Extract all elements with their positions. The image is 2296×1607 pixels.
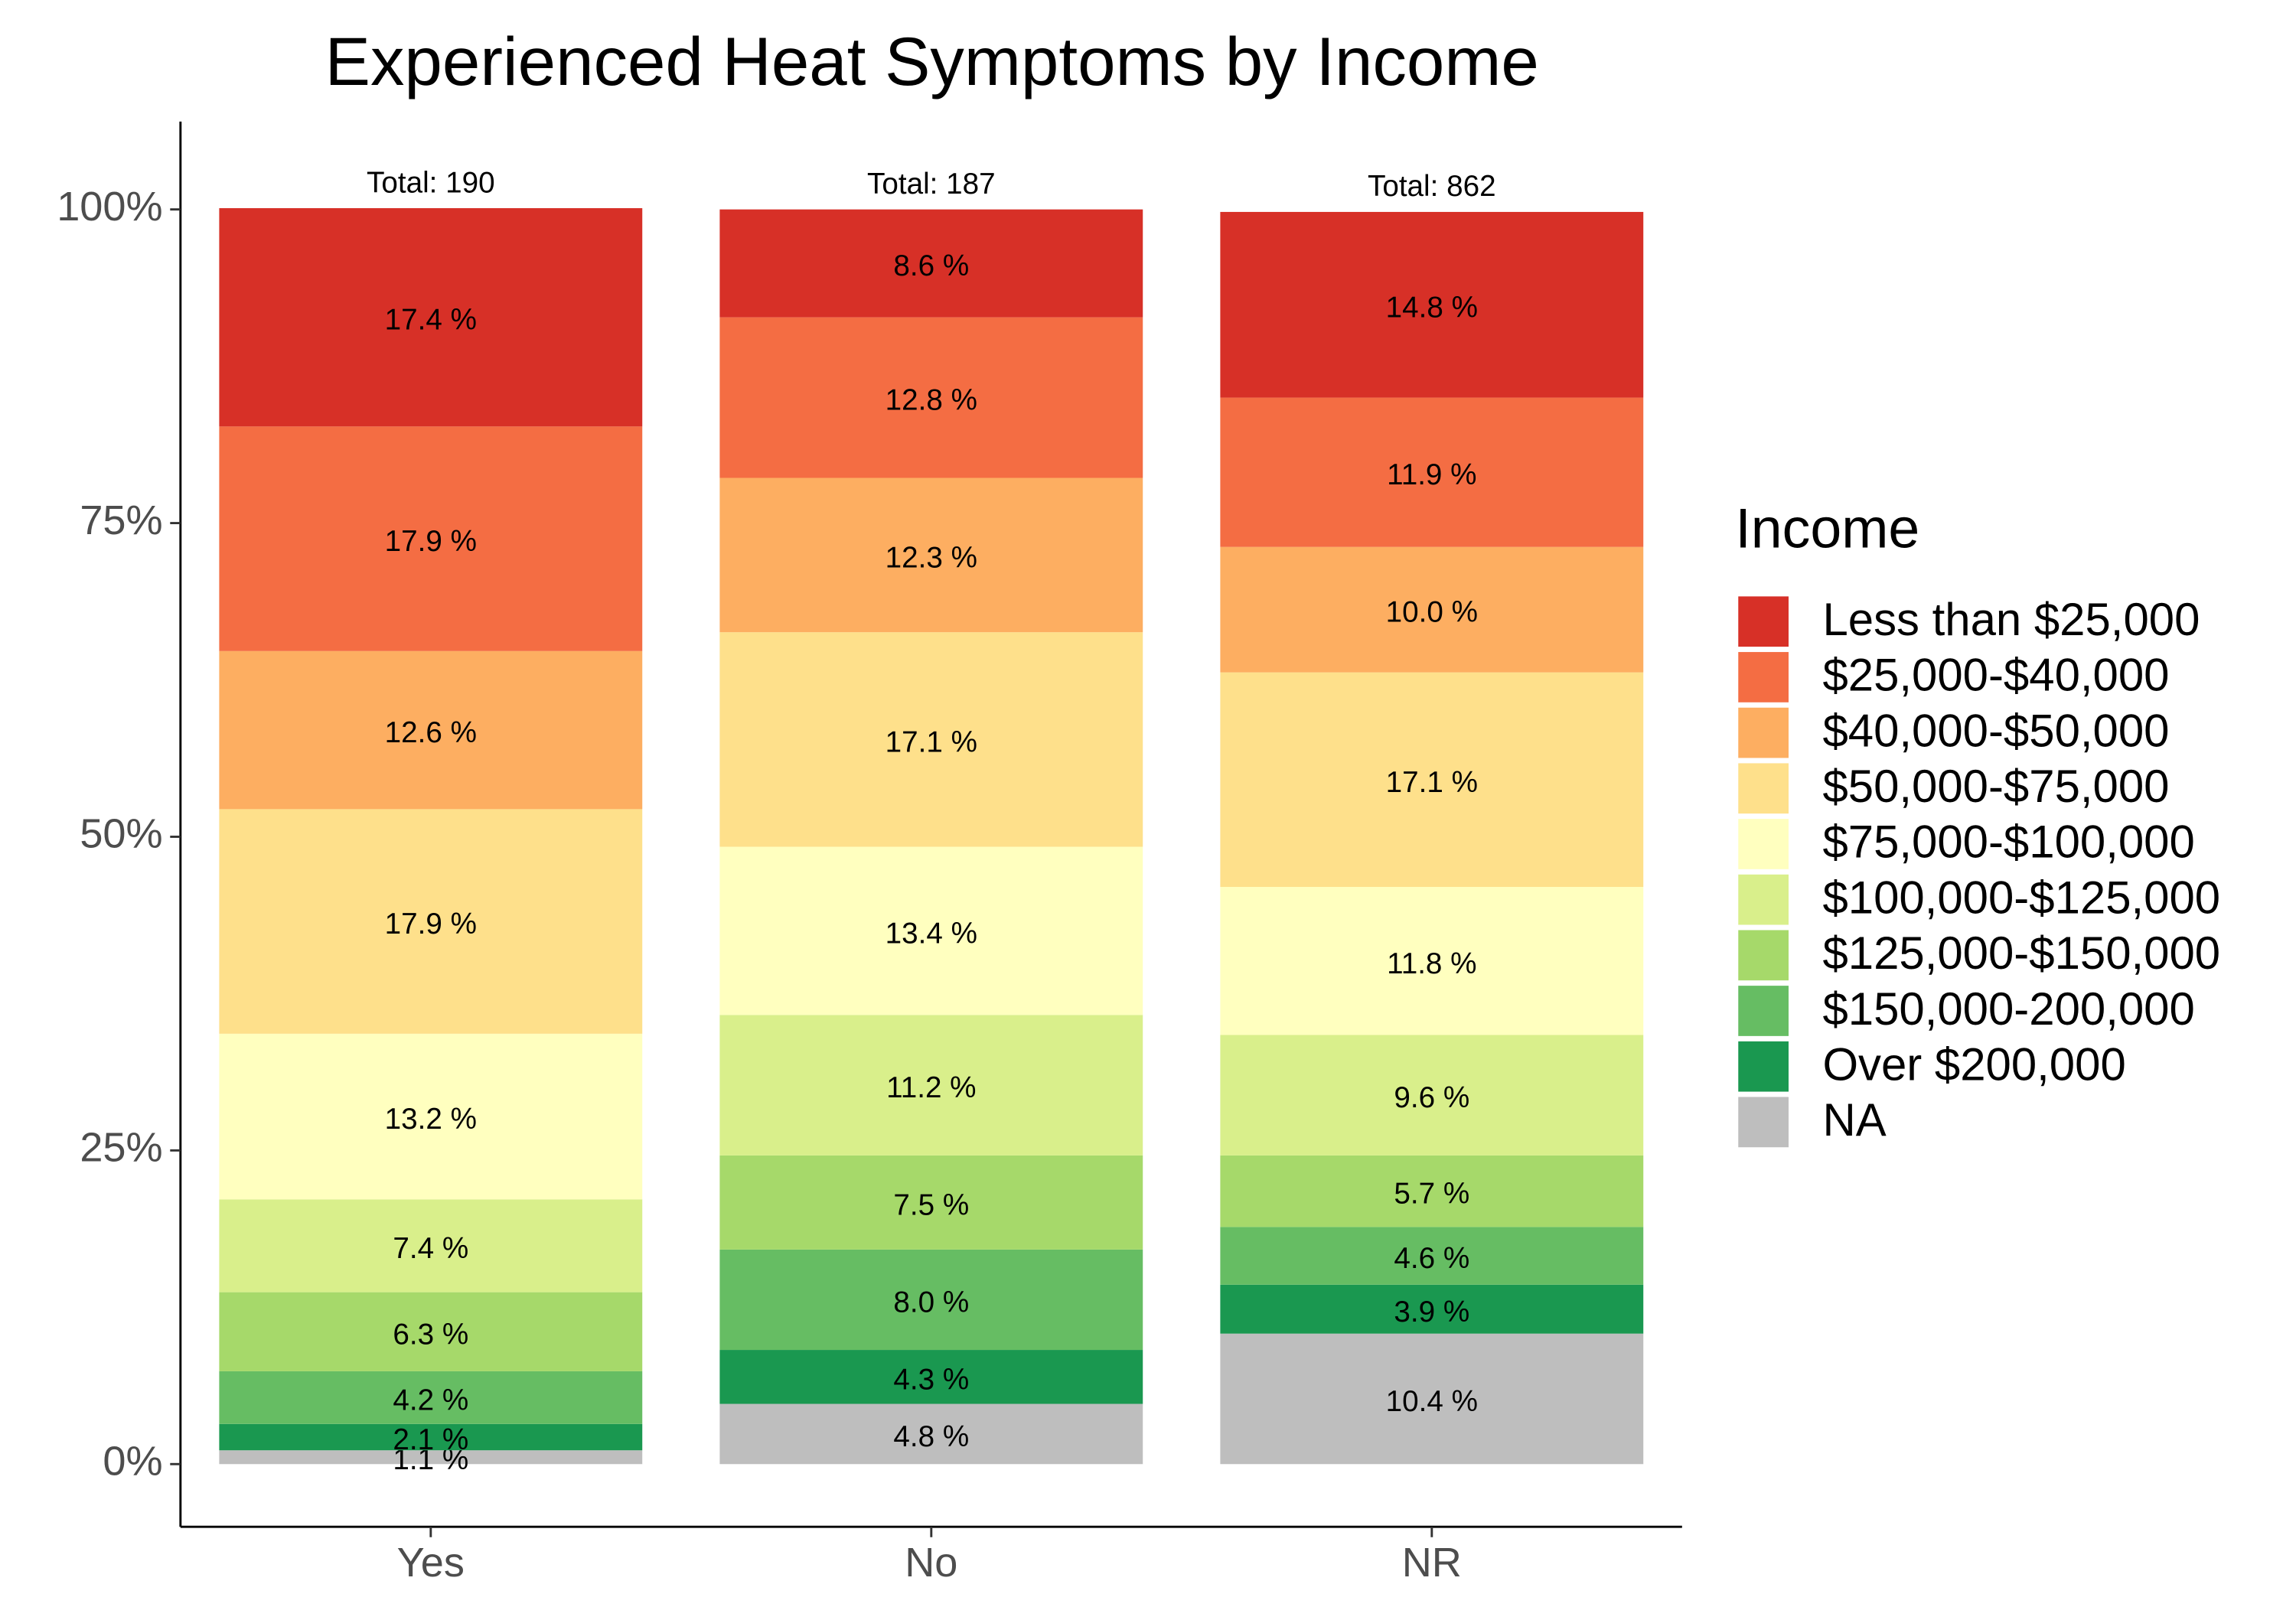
bar-segment [219,1199,643,1292]
legend-key [1738,986,1789,1036]
value-label: 3.9 % [1394,1296,1469,1328]
legend-key [1738,930,1789,981]
legend-label: $75,000-$100,000 [1822,817,2194,868]
bar-segment [719,632,1143,847]
value-label: 17.4 % [385,304,477,337]
bar-segment [219,426,643,651]
bar-segment [1220,397,1644,547]
bar-segment [219,1423,643,1451]
bar-segment [1220,546,1644,673]
legend-key [1738,1097,1789,1148]
x-tick-label: Yes [397,1540,465,1586]
value-label: 13.4 % [885,917,977,950]
bar-segment [1220,1155,1644,1227]
bar-segment [219,1450,643,1465]
value-label: 8.6 % [893,249,969,282]
value-label: 5.7 % [1394,1178,1469,1211]
legend-label: $150,000-200,000 [1822,983,2194,1035]
value-label: 11.2 % [886,1071,976,1104]
value-label: 12.6 % [385,716,477,749]
bar-segment [719,317,1143,478]
total-label: Total: 187 [867,168,996,200]
legend-key [1738,874,1789,925]
legend-label: NA [1822,1094,1886,1146]
bar-segment [219,1033,643,1200]
legend-label: $125,000-$150,000 [1822,927,2220,979]
value-label: 7.4 % [393,1232,468,1265]
legend-key [1738,596,1789,647]
bar-segment [719,1155,1143,1250]
bar-segment [1220,672,1644,888]
bar-segment [1220,887,1644,1035]
bar-segment [219,809,643,1034]
x-tick-label: No [905,1540,957,1586]
legend-key [1738,763,1789,814]
value-label: 4.6 % [1394,1242,1469,1275]
value-label: 7.5 % [893,1188,969,1221]
y-tick-label: 75% [80,497,162,543]
legend-label: $40,000-$50,000 [1822,705,2169,756]
y-tick-label: 25% [80,1125,162,1171]
bar-segment [1220,1284,1644,1334]
legend-label: $25,000-$40,000 [1822,650,2169,701]
bar-segment [1220,211,1644,398]
value-label: 6.3 % [393,1318,468,1351]
value-label: 17.1 % [1386,766,1478,799]
bar-segment [719,1350,1143,1404]
bar-segment [219,1371,643,1424]
value-label: 4.8 % [893,1420,969,1453]
value-label: 10.0 % [1386,596,1478,629]
legend-label: $100,000-$125,000 [1822,872,2220,923]
bar-segment [1220,1227,1644,1285]
value-label: 14.8 % [1386,291,1478,324]
y-tick-label: 0% [103,1439,162,1485]
value-label: 17.9 % [385,908,477,940]
value-label: 11.8 % [1387,947,1476,980]
bar-segment [719,1249,1143,1351]
value-label: 9.6 % [1394,1081,1469,1114]
value-label: 12.3 % [885,541,977,574]
bar-segment [719,478,1143,633]
value-label: 17.1 % [885,725,977,758]
value-label: 4.3 % [893,1363,969,1396]
y-tick-label: 50% [80,811,162,857]
value-label: 8.0 % [893,1286,969,1319]
legend-title: Income [1735,497,1919,560]
bar-segment [1220,1035,1644,1156]
y-tick-label: 100% [57,184,162,230]
value-label: 17.9 % [385,525,477,558]
value-label: 13.2 % [385,1103,477,1136]
bar-segment [719,1015,1143,1156]
bar-segment [719,209,1143,318]
legend-label: $50,000-$75,000 [1822,761,2169,812]
bar-segment [219,1292,643,1371]
legend-key [1738,652,1789,702]
bar-segment [719,846,1143,1015]
bar-segment [219,650,643,810]
legend-key [1738,1041,1789,1092]
total-label: Total: 190 [367,166,495,199]
value-label: 2.1 % [393,1423,468,1456]
value-label: 12.8 % [885,384,977,417]
legend-label: Over $200,000 [1822,1038,2125,1090]
legend-key [1738,707,1789,758]
value-label: 10.4 % [1386,1385,1478,1418]
bar-segment [219,208,643,427]
bar-segment [1220,1333,1644,1465]
bar-segment [719,1403,1143,1465]
x-tick-label: NR [1402,1540,1462,1586]
value-label: 4.2 % [393,1384,468,1416]
total-label: Total: 862 [1368,170,1496,203]
chart-title: Experienced Heat Symptoms by Income [325,24,1539,99]
value-label: 11.9 % [1387,458,1476,491]
legend-key [1738,819,1789,869]
legend-label: Less than $25,000 [1822,594,2200,645]
